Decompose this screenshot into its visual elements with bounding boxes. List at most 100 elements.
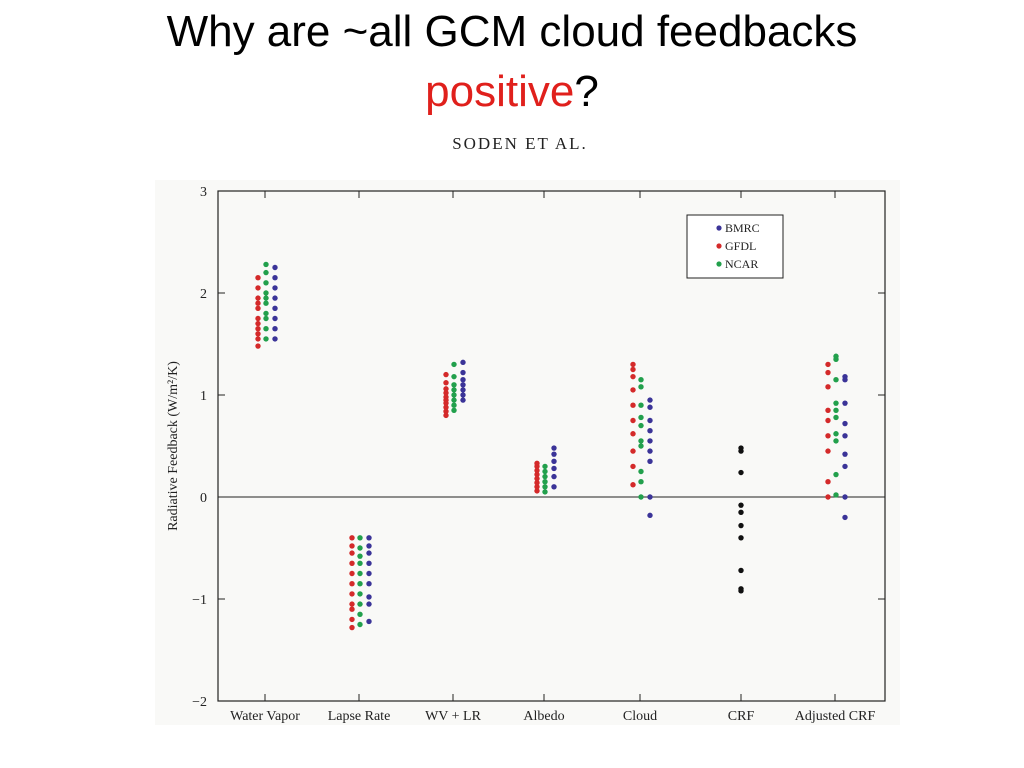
data-point-gfdl: [255, 343, 261, 349]
data-point-gfdl: [349, 601, 355, 607]
data-point-bmrc: [647, 397, 653, 403]
data-point-ncar: [542, 489, 548, 495]
data-point-ncar: [833, 353, 839, 359]
data-point-bmrc: [460, 387, 466, 393]
data-point-ncar: [451, 392, 457, 398]
data-point-bmrc: [460, 397, 466, 403]
data-point-ncar: [263, 310, 269, 317]
data-point-ncar: [833, 431, 839, 437]
data-point-bmrc: [647, 417, 653, 424]
data-point-ncar: [451, 361, 457, 368]
data-point-ncar: [263, 315, 269, 322]
data-point-bmrc: [366, 601, 372, 607]
data-point-bmrc: [842, 373, 848, 380]
data-point-gfdl: [255, 275, 261, 281]
x-tick-label: WV + LR: [425, 709, 482, 724]
data-point-gfdl: [349, 624, 355, 631]
data-point-ncar: [357, 553, 363, 559]
data-point-bmrc: [647, 494, 653, 500]
data-point-ncar: [357, 611, 363, 617]
data-point-gfdl: [349, 550, 355, 556]
legend-marker-ncar: [716, 261, 722, 267]
data-point-ncar: [357, 601, 363, 607]
data-point-ncar: [833, 407, 839, 413]
y-axis-label: Radiative Feedback (W/m²/K): [166, 361, 181, 531]
data-point-ncar: [638, 468, 644, 475]
y-tick-label: 1: [200, 389, 207, 404]
data-point-bmrc: [272, 264, 278, 271]
data-point-gfdl: [534, 475, 540, 482]
data-point-gfdl: [825, 494, 831, 500]
data-point-ncar: [357, 581, 363, 587]
data-point-gfdl: [630, 463, 636, 470]
data-point-gfdl: [255, 320, 261, 327]
data-point-bmrc: [366, 618, 372, 625]
data-point-ncar: [542, 463, 548, 470]
title-line-1: Why are ~all GCM cloud feedbacks: [166, 7, 858, 56]
data-point-bmrc: [272, 275, 278, 281]
data-point-gfdl: [349, 591, 355, 597]
data-point-ncar: [638, 377, 644, 383]
x-tick-label: Cloud: [623, 709, 657, 724]
data-point-gfdl: [825, 479, 831, 485]
data-point-ncar: [451, 382, 457, 388]
data-point-gfdl: [443, 404, 449, 410]
y-tick-labels: −2 −1 0 1 2 3: [192, 185, 207, 710]
data-point-ncar: [357, 591, 363, 597]
data-point-gfdl: [255, 326, 261, 332]
data-point-ncar: [451, 387, 457, 393]
data-point-bmrc: [551, 451, 557, 457]
data-point-bmrc: [366, 560, 372, 566]
data-point-bmrc: [647, 404, 653, 410]
data-point-gfdl: [349, 543, 355, 549]
data-point-ncar: [833, 471, 839, 478]
data-point-gfdl: [630, 373, 636, 380]
data-point-bmrc: [272, 285, 278, 291]
data-point-ncar: [638, 443, 644, 449]
data-point-ncar: [638, 384, 644, 390]
plot-area-frame: [217, 190, 886, 702]
data-point-crf: [738, 502, 744, 508]
data-point-bmrc: [272, 336, 278, 342]
data-point-bmrc: [842, 514, 848, 521]
data-point-ncar: [263, 326, 269, 332]
title-accent-word: positive: [425, 67, 575, 116]
data-point-bmrc: [842, 433, 848, 439]
data-point-ncar: [833, 438, 839, 444]
data-point-bmrc: [272, 305, 278, 311]
data-point-bmrc: [551, 473, 557, 480]
data-point-gfdl: [630, 417, 636, 424]
legend-box: [686, 214, 784, 279]
data-point-gfdl: [534, 484, 540, 490]
data-point-ncar: [542, 479, 548, 485]
data-point-bmrc: [272, 315, 278, 322]
data-point-ncar: [357, 570, 363, 577]
data-point-gfdl: [825, 407, 831, 413]
data-point-bmrc: [272, 326, 278, 332]
data-point-gfdl: [630, 431, 636, 437]
legend-label-bmrc: BMRC: [725, 221, 760, 235]
data-point-bmrc: [647, 512, 653, 519]
legend-marker-bmrc: [716, 225, 722, 231]
data-point-bmrc: [842, 494, 848, 500]
data-point-crf: [738, 445, 744, 451]
x-tick-label: Albedo: [523, 709, 564, 724]
data-point-gfdl: [349, 616, 355, 623]
data-point-crf: [738, 567, 744, 574]
data-point-ncar: [833, 492, 839, 498]
data-point-gfdl: [825, 448, 831, 454]
data-point-ncar: [263, 280, 269, 286]
data-point-gfdl: [443, 412, 449, 419]
data-point-ncar: [451, 373, 457, 380]
data-point-gfdl: [443, 390, 449, 396]
data-point-ncar: [263, 290, 269, 296]
data-point-crf: [738, 509, 744, 515]
data-point-ncar: [263, 300, 269, 306]
data-point-bmrc: [551, 458, 557, 464]
x-tick-label: Adjusted CRF: [795, 709, 876, 724]
x-tick-label: CRF: [728, 709, 755, 724]
data-point-bmrc: [460, 377, 466, 383]
data-point-ncar: [638, 494, 644, 500]
data-point-gfdl: [825, 384, 831, 390]
data-point-bmrc: [647, 458, 653, 464]
